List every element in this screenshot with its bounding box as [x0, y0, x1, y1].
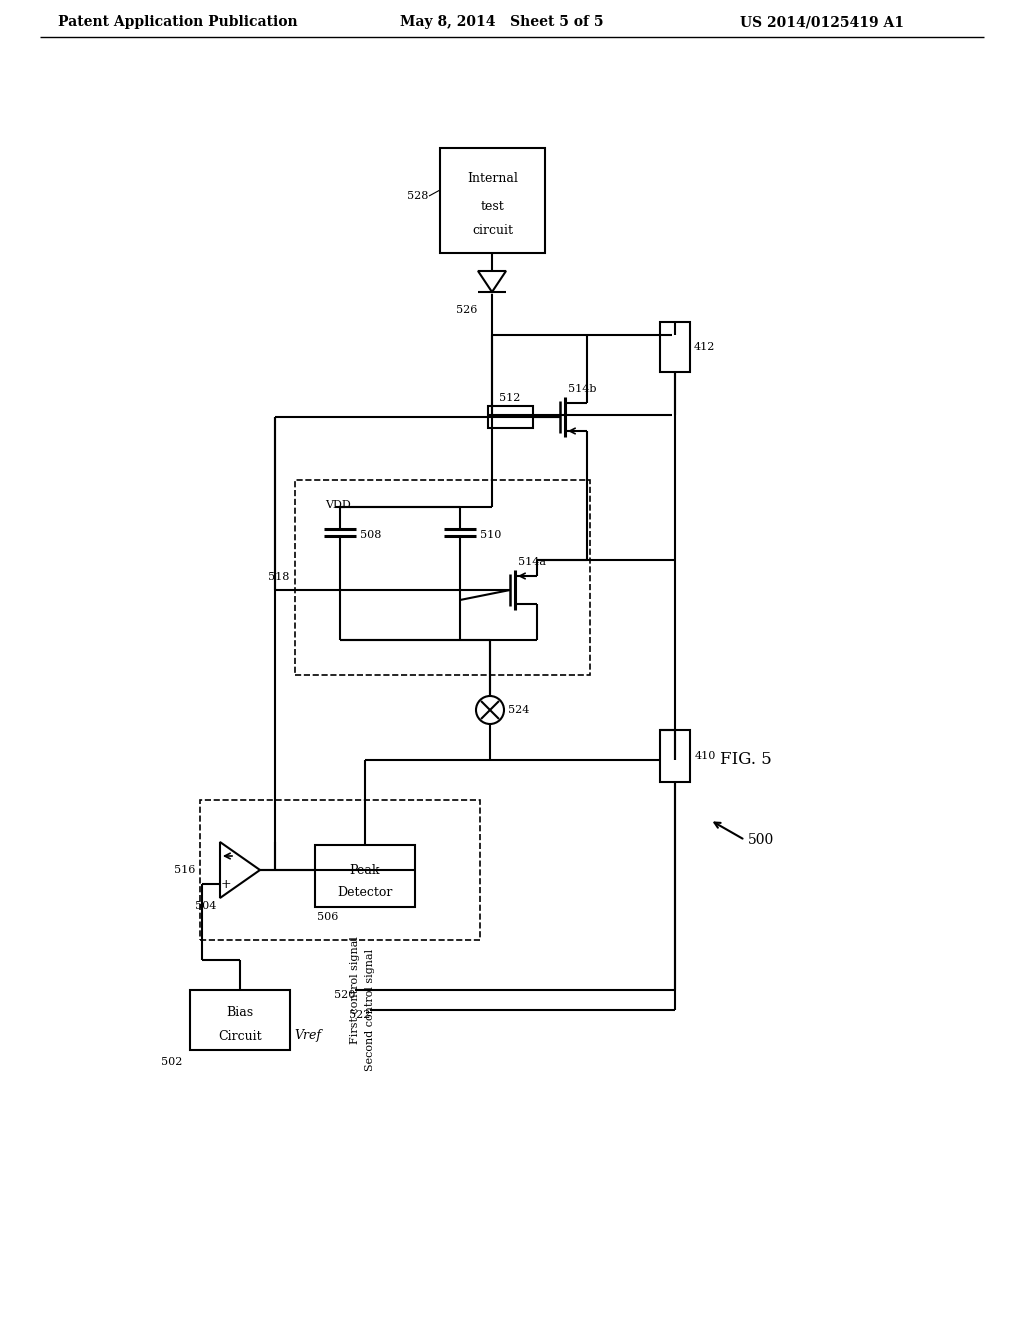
Text: Peak: Peak [350, 863, 380, 876]
Text: 410: 410 [695, 751, 717, 762]
Text: Patent Application Publication: Patent Application Publication [58, 15, 298, 29]
Text: 520: 520 [334, 990, 355, 1001]
Text: 502: 502 [161, 1057, 182, 1067]
Text: 504: 504 [195, 902, 216, 911]
Text: 524: 524 [508, 705, 529, 715]
Text: First control signal: First control signal [350, 936, 360, 1044]
Text: 412: 412 [694, 342, 716, 352]
Text: 506: 506 [317, 912, 338, 921]
Text: 516: 516 [174, 865, 195, 875]
Text: Internal: Internal [467, 172, 518, 185]
Text: Second control signal: Second control signal [365, 949, 375, 1071]
Bar [660, 322, 690, 372]
Bar [315, 845, 415, 907]
Bar [295, 480, 590, 675]
Bar [440, 148, 545, 253]
Text: 522: 522 [348, 1010, 370, 1020]
Text: circuit: circuit [472, 223, 513, 236]
Text: +: + [221, 878, 231, 891]
Text: Bias: Bias [226, 1006, 254, 1019]
Text: 514b: 514b [568, 384, 597, 393]
Text: 500: 500 [748, 833, 774, 847]
Text: -: - [224, 850, 228, 862]
Text: 510: 510 [480, 531, 502, 540]
Text: US 2014/0125419 A1: US 2014/0125419 A1 [740, 15, 904, 29]
Bar [200, 800, 480, 940]
Text: 518: 518 [267, 572, 289, 582]
Text: 528: 528 [407, 191, 428, 201]
Text: 512: 512 [500, 393, 520, 403]
Text: 526: 526 [456, 305, 477, 315]
Text: 514a: 514a [518, 557, 546, 568]
Text: May 8, 2014   Sheet 5 of 5: May 8, 2014 Sheet 5 of 5 [400, 15, 603, 29]
Text: Detector: Detector [337, 887, 392, 899]
Bar [660, 730, 690, 781]
Text: 508: 508 [360, 531, 381, 540]
Text: Circuit: Circuit [218, 1030, 262, 1043]
Text: FIG. 5: FIG. 5 [720, 751, 772, 768]
Text: Vref: Vref [294, 1028, 321, 1041]
Text: test: test [480, 199, 505, 213]
Bar [190, 990, 290, 1049]
Bar [488, 407, 534, 428]
Text: VDD: VDD [325, 500, 351, 510]
